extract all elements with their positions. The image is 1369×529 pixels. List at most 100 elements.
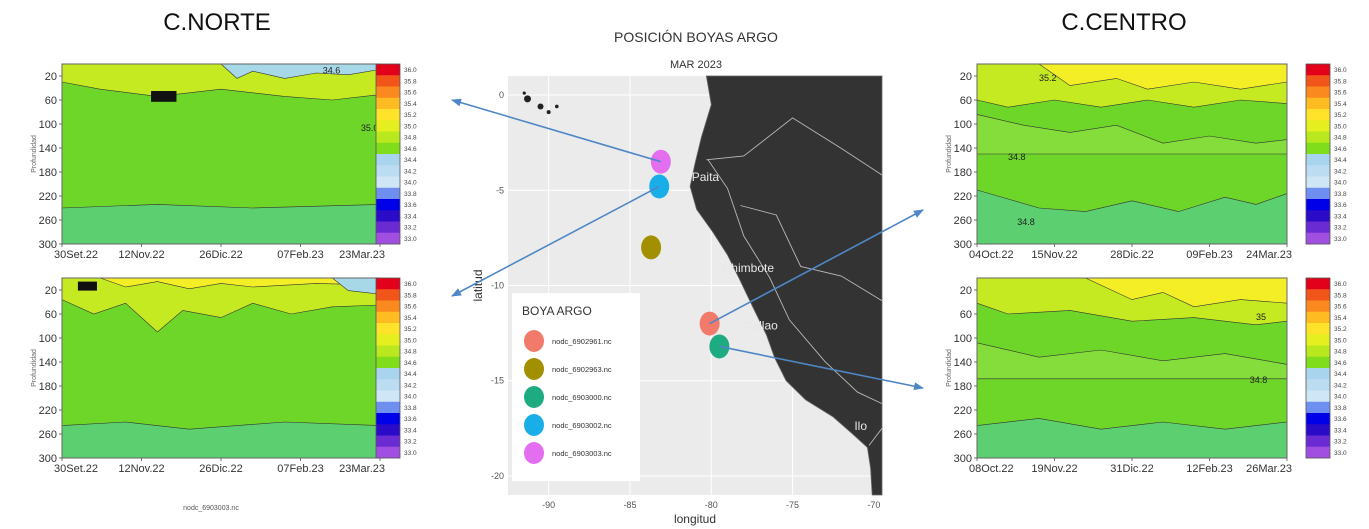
- colorbar-swatch: [376, 390, 400, 403]
- y-tick-label: 20: [45, 71, 57, 83]
- colorbar-frame: [375, 277, 401, 459]
- colorbar-swatch: [1306, 401, 1330, 414]
- colorbar-swatch: [376, 289, 400, 301]
- region-title-north: C.NORTE: [163, 9, 271, 36]
- colorbar-tick-label: 35.0: [1334, 123, 1347, 130]
- x-tick-label: 07Feb.23: [277, 249, 323, 261]
- y-tick-label: 180: [954, 167, 972, 179]
- y-tick-label: 100: [39, 119, 57, 131]
- contour-label: 34.8: [1008, 152, 1026, 162]
- colorbar-tick-label: 34.4: [1334, 371, 1347, 378]
- colorbar-tick-label: 35.0: [1334, 337, 1347, 344]
- colorbar-swatch: [376, 109, 400, 121]
- colorbar-tick-label: 34.8: [404, 135, 417, 142]
- colorbar-swatch: [376, 221, 400, 234]
- x-tick-label: 31Dic.22: [1110, 463, 1153, 475]
- x-tick-label: 19Nov.22: [1031, 463, 1077, 475]
- y-tick-label: 220: [954, 405, 972, 417]
- x-tick-label: 26Dic.22: [199, 249, 242, 261]
- colorbar-swatch: [376, 210, 400, 222]
- y-axis-label: Profundidad: [31, 349, 38, 387]
- map-y-tick-label: -20: [491, 471, 504, 481]
- place-label: Paita: [692, 170, 720, 184]
- connector-arrow: [719, 345, 924, 391]
- map-y-tick-label: -5: [496, 185, 504, 195]
- colorbar-swatch: [1306, 323, 1330, 335]
- panel-caption: nodc_6903003.nc: [183, 505, 239, 512]
- colorbar-tick-label: 36.0: [404, 281, 417, 288]
- y-tick-label: 260: [954, 429, 972, 441]
- map-subtitle: MAR 2023: [670, 59, 722, 71]
- colorbar-swatch: [376, 446, 400, 459]
- y-tick-label: 260: [39, 429, 57, 441]
- y-tick-label: 60: [960, 309, 972, 321]
- colorbar-tick-label: 35.0: [404, 337, 417, 344]
- legend-label: nodc_6903003.nc: [552, 449, 612, 458]
- colorbar-tick-label: 35.6: [404, 90, 417, 97]
- y-tick-label: 140: [39, 357, 57, 369]
- y-axis-label: Profundidad: [946, 349, 953, 387]
- colorbar-swatch: [376, 356, 400, 369]
- colorbar-swatch: [376, 154, 400, 166]
- colorbar-swatch: [1306, 368, 1330, 380]
- colorbar-tick-label: 36.0: [1334, 281, 1347, 288]
- country-border: [868, 428, 883, 446]
- x-tick-label: 08Oct.22: [969, 463, 1014, 475]
- x-tick-label: 23Mar.23: [339, 463, 385, 475]
- colorbar-swatch: [376, 176, 400, 189]
- legend-title: BOYA ARGO: [522, 304, 592, 318]
- colorbar-tick-label: 34.2: [1334, 382, 1347, 389]
- colorbar-tick-label: 34.4: [1334, 157, 1347, 164]
- map-y-tick-label: 0: [499, 90, 504, 100]
- colorbar-swatch: [376, 323, 400, 335]
- contour-label: 35: [1256, 312, 1266, 322]
- connector-arrow: [451, 185, 660, 297]
- colorbar-swatch: [376, 120, 400, 132]
- colorbar-swatch: [1306, 278, 1330, 290]
- colorbar-tick-label: 34.4: [404, 371, 417, 378]
- y-tick-label: 180: [954, 381, 972, 393]
- colorbar-tick-label: 35.2: [404, 112, 417, 119]
- colorbar-tick-label: 33.0: [1334, 450, 1347, 457]
- colorbar-tick-label: 33.2: [404, 225, 417, 232]
- colorbar-tick-label: 33.4: [404, 427, 417, 434]
- place-label: Ilo: [854, 419, 867, 433]
- colorbar-tick-label: 34.8: [1334, 135, 1347, 142]
- colorbar-tick-label: 33.8: [404, 191, 417, 198]
- colorbar-swatch: [1306, 311, 1330, 324]
- contour-cluster: [77, 281, 97, 291]
- legend-swatch: [524, 386, 544, 408]
- map-x-tick-label: -90: [542, 500, 555, 510]
- map-chart: POSICIÓN BOYAS ARGO MAR 2023 Paita Chimbote…: [471, 29, 883, 526]
- colorbar-tick-label: 35.2: [1334, 326, 1347, 333]
- colorbar-swatch: [1306, 356, 1330, 369]
- y-tick-label: 300: [954, 239, 972, 251]
- colorbar-swatch: [376, 187, 400, 200]
- x-tick-label: 04Oct.22: [969, 249, 1014, 261]
- colorbar-swatch: [1306, 154, 1330, 166]
- colorbar-swatch: [376, 413, 400, 425]
- colorbar-swatch: [1306, 64, 1330, 76]
- contour-label: 34.8: [1250, 375, 1268, 385]
- y-tick-label: 140: [954, 357, 972, 369]
- y-tick-label: 100: [954, 119, 972, 131]
- colorbar-swatch: [1306, 413, 1330, 425]
- colorbar-tick-label: 35.8: [404, 78, 417, 85]
- colorbar-swatch: [1306, 334, 1330, 346]
- colorbar-tick-label: 35.0: [404, 123, 417, 130]
- colorbar-swatch: [1306, 379, 1330, 391]
- colorbar-swatch: [376, 278, 400, 290]
- colorbar-swatch: [1306, 199, 1330, 211]
- colorbar-tick-label: 35.6: [1334, 304, 1347, 311]
- colorbar-tick-label: 33.6: [404, 202, 417, 209]
- colorbar-tick-label: 34.8: [404, 349, 417, 356]
- legend-label: nodc_6903002.nc: [552, 421, 612, 430]
- map-y-axis-label: latitud: [471, 269, 485, 301]
- colorbar-swatch: [1306, 435, 1330, 448]
- y-tick-label: 260: [39, 215, 57, 227]
- colorbar-swatch: [1306, 187, 1330, 200]
- country-border: [707, 159, 883, 405]
- map-y-tick-label: -15: [491, 376, 504, 386]
- colorbar-tick-label: 35.6: [1334, 90, 1347, 97]
